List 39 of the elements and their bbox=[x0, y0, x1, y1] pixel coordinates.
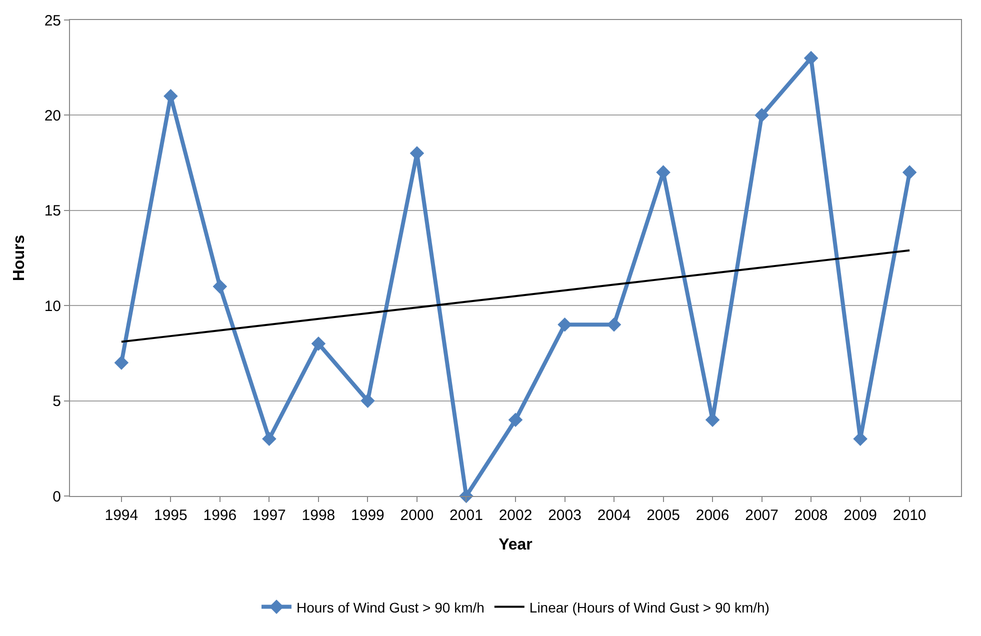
point bbox=[212, 279, 228, 294]
y-tick-label: 10 bbox=[44, 298, 61, 315]
point bbox=[311, 336, 326, 351]
x-tick-label: 2005 bbox=[646, 507, 680, 524]
y-tick-label: 5 bbox=[52, 393, 61, 410]
point bbox=[902, 165, 917, 180]
point bbox=[558, 317, 572, 332]
x-tick-label: 2009 bbox=[844, 507, 878, 524]
x-tick-label: 2000 bbox=[400, 507, 434, 524]
point bbox=[804, 50, 818, 66]
y-tick-label: 15 bbox=[44, 202, 61, 220]
x-tick-label: 2003 bbox=[548, 507, 582, 524]
x-tick-label: 2010 bbox=[892, 507, 926, 524]
x-tick-label: 2001 bbox=[450, 507, 483, 524]
x-axis-title: Year bbox=[498, 536, 532, 554]
x-tick-label: 2004 bbox=[597, 507, 631, 524]
point bbox=[114, 356, 129, 370]
legend-label: Linear (Hours of Wind Gust > 90 km/h) bbox=[529, 599, 770, 616]
point bbox=[262, 432, 276, 446]
point bbox=[508, 412, 523, 427]
x-tick-label: 1996 bbox=[203, 507, 237, 524]
y-tick-label: 0 bbox=[52, 488, 61, 506]
point bbox=[360, 394, 375, 408]
y-tick-label: 25 bbox=[44, 12, 61, 30]
x-tick-label: 1994 bbox=[104, 507, 138, 524]
x-tick-label: 2006 bbox=[696, 507, 730, 524]
x-tick-label: 2007 bbox=[745, 507, 778, 524]
x-tick-label: 1995 bbox=[154, 507, 188, 524]
x-tick-label: 1999 bbox=[351, 507, 384, 524]
x-tick-label: 1998 bbox=[302, 507, 336, 524]
point bbox=[606, 317, 622, 332]
y-tick-label: 20 bbox=[44, 107, 61, 124]
point bbox=[754, 108, 769, 122]
line-series bbox=[120, 249, 911, 343]
y-axis-title: Hours bbox=[11, 234, 28, 282]
x-tick-label: 2008 bbox=[794, 507, 828, 524]
legend-label: Hours of Wind Gust > 90 km/h bbox=[296, 599, 484, 616]
x-tick-label: 1997 bbox=[252, 507, 286, 524]
x-tick-label: 2002 bbox=[498, 507, 532, 524]
